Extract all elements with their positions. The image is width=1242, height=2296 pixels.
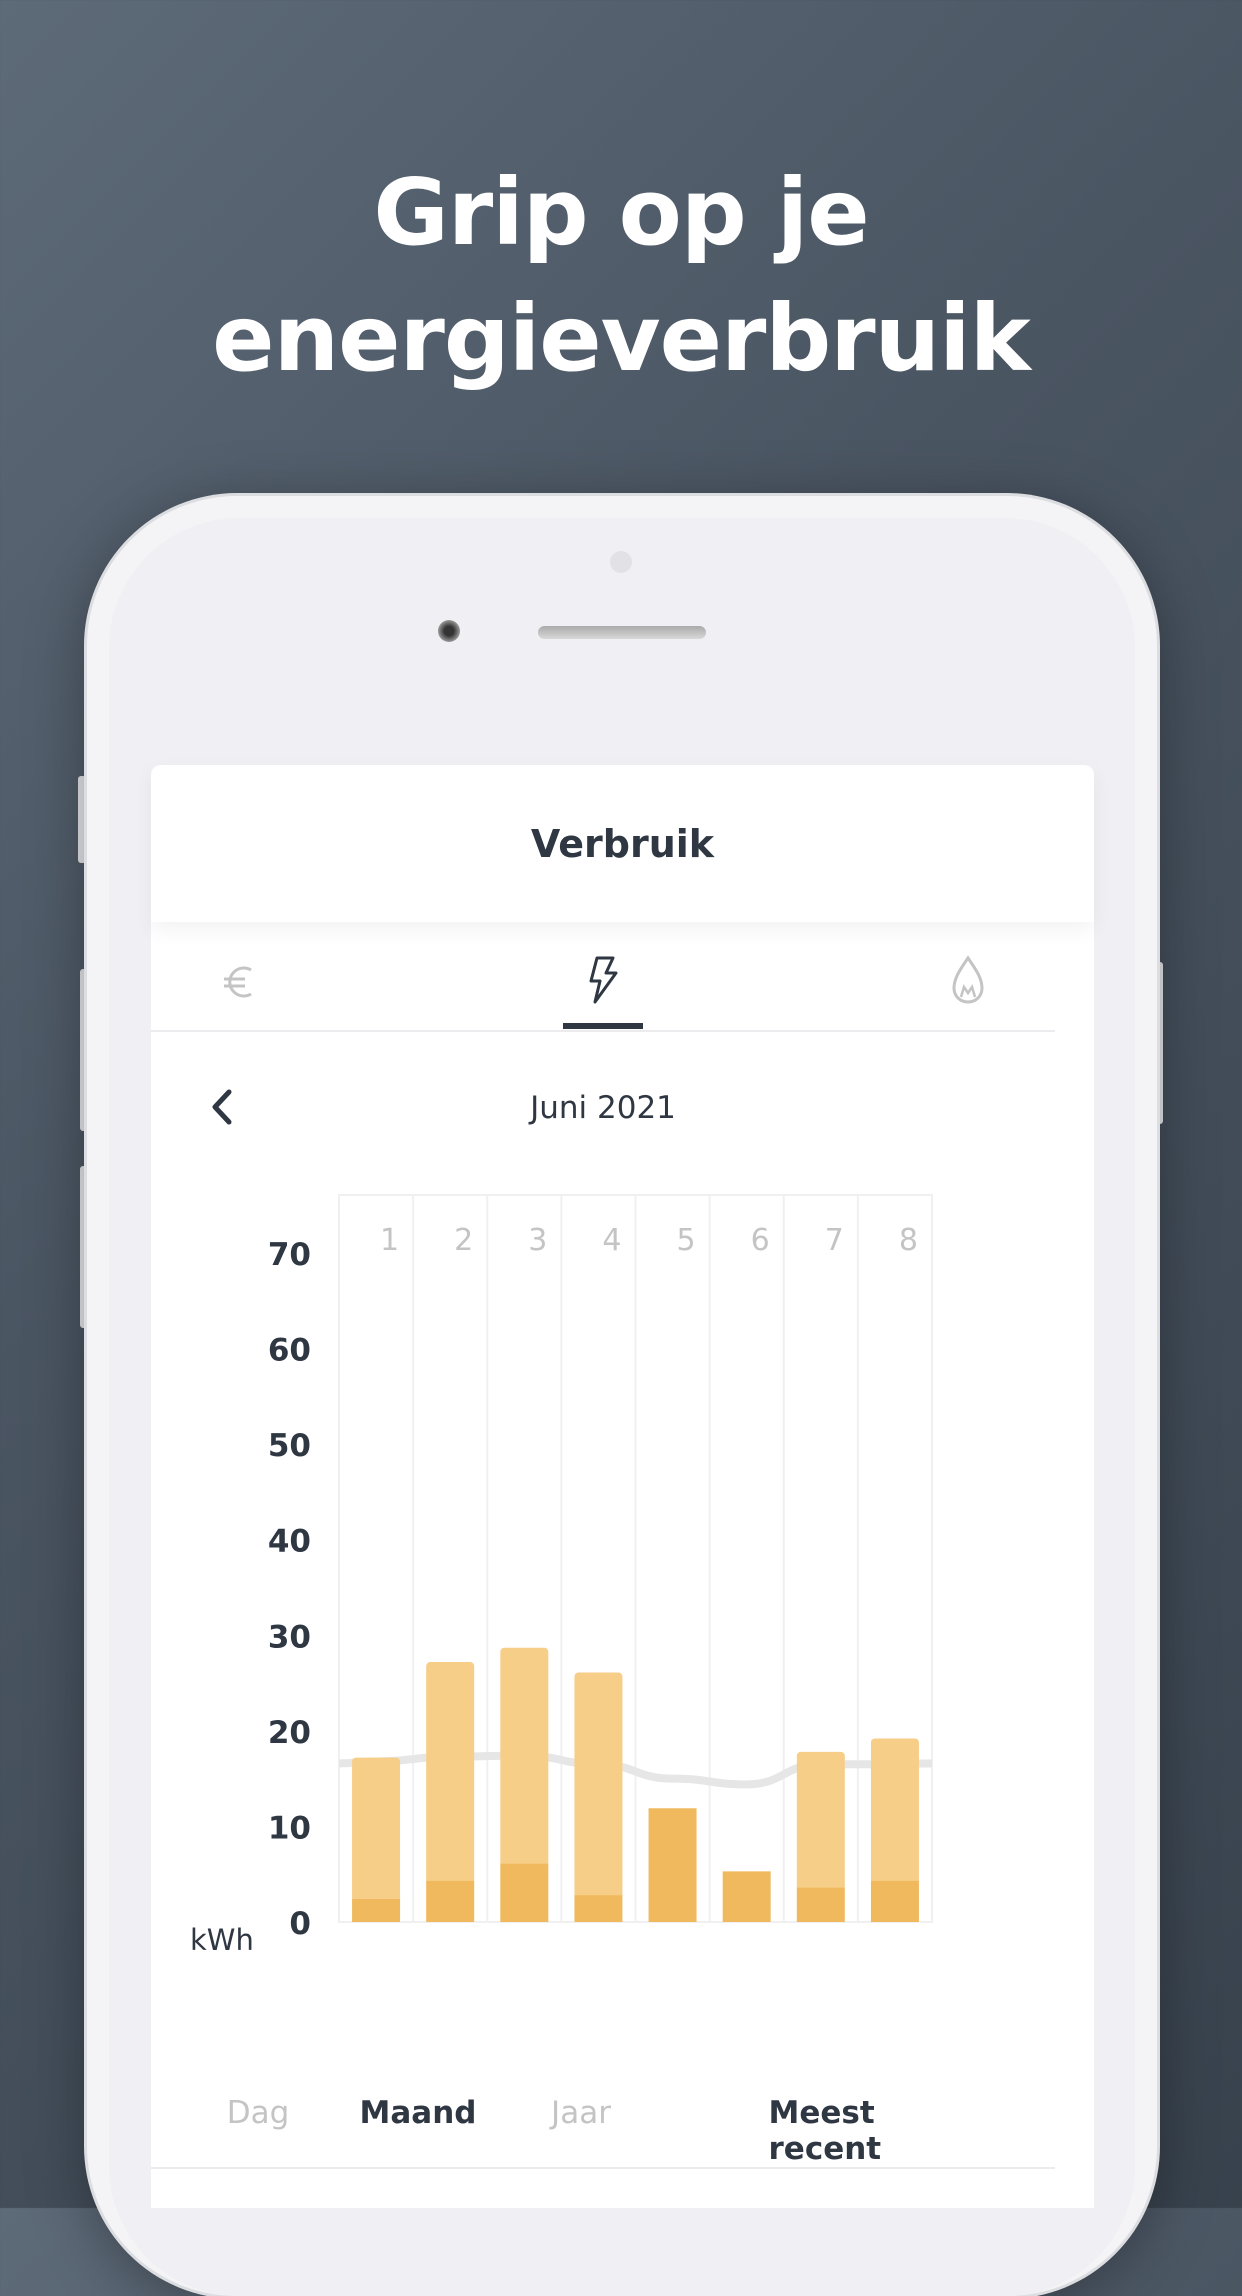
bar-segment-top bbox=[426, 1662, 475, 1885]
period-label: Juni 2021 bbox=[530, 1090, 676, 1126]
bottom-tab-jaar[interactable]: Jaar bbox=[551, 2095, 611, 2131]
y-tick-label: 50 bbox=[268, 1428, 311, 1464]
bottom-tab-dag[interactable]: Dag bbox=[226, 2095, 290, 2131]
x-tick-label: 6 bbox=[751, 1223, 770, 1258]
volume-up-button bbox=[80, 969, 88, 1131]
page-title: Verbruik bbox=[530, 821, 715, 866]
mute-switch bbox=[78, 776, 86, 863]
bar-segment-bottom bbox=[500, 1863, 549, 1922]
y-tick-label: 70 bbox=[268, 1237, 311, 1273]
x-tick-label: 5 bbox=[677, 1223, 696, 1258]
volume-down-button bbox=[80, 1166, 88, 1328]
x-tick-label: 3 bbox=[528, 1223, 547, 1258]
y-tick-label: 0 bbox=[289, 1906, 311, 1942]
y-axis-label: kWh bbox=[190, 1923, 254, 1957]
bottom-tab-maand[interactable]: Maand bbox=[359, 2095, 477, 2131]
earpiece-speaker bbox=[538, 626, 706, 639]
headline: Grip op je energieverbruik bbox=[0, 150, 1242, 402]
app-screen: Verbruik Juni 2021 0 10 20 30 40 50 60 70 kWh 1 2 3… bbox=[151, 765, 1094, 2208]
x-tick-label: 2 bbox=[454, 1223, 473, 1258]
lightning-icon[interactable] bbox=[585, 955, 621, 1005]
y-tick-label: 10 bbox=[268, 1810, 311, 1846]
consumption-chart: 0 10 20 30 40 50 60 70 kWh 1 2 3 4 5 6 7 8 bbox=[190, 1194, 933, 1957]
bar-segment-top bbox=[352, 1757, 401, 1904]
front-camera bbox=[438, 620, 460, 642]
bar-segment-bottom bbox=[796, 1887, 845, 1922]
bottom-divider bbox=[151, 2167, 1055, 2169]
chevron-left-icon[interactable] bbox=[207, 1087, 237, 1127]
app-header: Verbruik bbox=[151, 765, 1094, 922]
proximity-sensor bbox=[610, 551, 632, 573]
bar-segment-top bbox=[870, 1738, 919, 1885]
y-tick-label: 20 bbox=[268, 1715, 311, 1751]
bar-segment-top bbox=[500, 1647, 549, 1868]
y-tick-label: 40 bbox=[268, 1524, 311, 1560]
x-tick-label: 7 bbox=[825, 1223, 844, 1258]
bar-segment-bottom bbox=[722, 1871, 771, 1922]
bar-segment-top bbox=[796, 1751, 845, 1892]
y-tick-label: 60 bbox=[268, 1333, 311, 1369]
power-button bbox=[1155, 962, 1163, 1124]
tab-divider bbox=[151, 1030, 1055, 1032]
x-tick-label: 8 bbox=[899, 1223, 918, 1258]
bar-segment-bottom bbox=[574, 1895, 623, 1922]
bar-segment-bottom bbox=[426, 1880, 475, 1922]
active-tab-indicator bbox=[563, 1023, 643, 1029]
headline-line-2: energieverbruik bbox=[212, 285, 1031, 392]
euro-icon[interactable] bbox=[219, 960, 259, 1004]
bar-segment-bottom bbox=[648, 1808, 697, 1922]
x-tick-label: 1 bbox=[380, 1223, 399, 1258]
x-tick-label: 4 bbox=[602, 1223, 621, 1258]
headline-line-1: Grip op je bbox=[373, 159, 869, 266]
bar-segment-bottom bbox=[352, 1899, 401, 1922]
bottom-tab-meest-recent[interactable]: Meest recent bbox=[768, 2095, 882, 2167]
average-line bbox=[338, 1751, 933, 1789]
flame-icon[interactable] bbox=[949, 955, 987, 1005]
bar-segment-top bbox=[574, 1672, 623, 1900]
y-tick-label: 30 bbox=[268, 1619, 311, 1655]
bar-segment-bottom bbox=[870, 1880, 919, 1922]
